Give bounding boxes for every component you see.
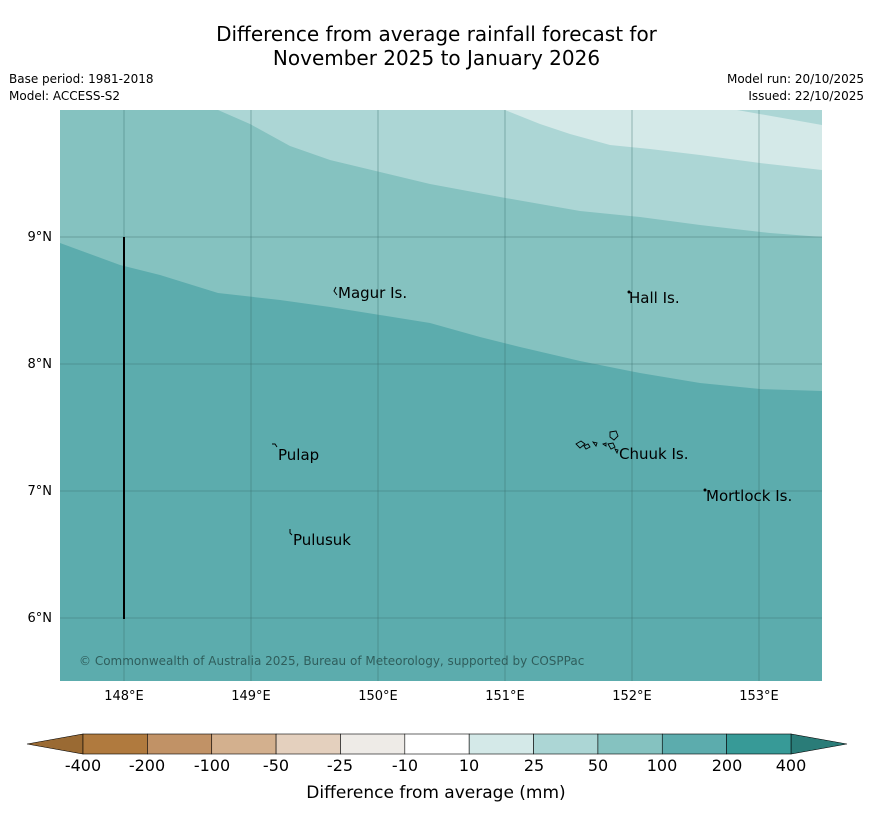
lon-label-151e: 151°E xyxy=(485,689,525,704)
colorbar-segment-8 xyxy=(597,733,663,755)
rainfall-band-10-25 xyxy=(505,110,822,170)
place-pulusuk: Pulusuk xyxy=(293,531,351,549)
lat-axis-labels: 9°N 8°N 7°N 6°N xyxy=(28,230,53,626)
model-name: Model: ACCESS-S2 xyxy=(9,89,121,103)
lon-label-152e: 152°E xyxy=(612,689,652,704)
issued-date: Issued: 22/10/2025 xyxy=(748,89,864,103)
hall-island-shape xyxy=(627,290,631,294)
place-pulap: Pulap xyxy=(278,446,319,464)
cb-label-m400: -400 xyxy=(65,756,101,775)
colorbar-segments xyxy=(82,733,792,755)
colorbar-low-extend xyxy=(26,733,84,755)
place-magur: Magur Is. xyxy=(338,284,407,302)
map-area[interactable]: Magur Is. Hall Is. Pulap Chuuk Is. Mortl… xyxy=(60,110,822,681)
magur-island-shape xyxy=(333,286,338,296)
lat-label-9n: 9°N xyxy=(28,230,53,245)
lon-label-153e: 153°E xyxy=(739,689,779,704)
lat-label-6n: 6°N xyxy=(28,611,53,626)
colorbar-labels: -400 -200 -100 -50 -25 -10 10 25 50 100 … xyxy=(65,756,806,775)
colorbar-segment-9 xyxy=(661,733,727,755)
cb-label-25: 25 xyxy=(524,756,544,775)
colorbar-high-extend xyxy=(790,733,848,755)
colorbar-segment-6 xyxy=(468,733,534,755)
lon-label-148e: 148°E xyxy=(104,689,144,704)
lat-label-7n: 7°N xyxy=(28,484,53,499)
cb-label-50: 50 xyxy=(588,756,608,775)
model-run: Model run: 20/10/2025 xyxy=(726,72,864,86)
colorbar-segment-2 xyxy=(211,733,277,755)
lat-label-8n: 8°N xyxy=(28,357,53,372)
mortlock-island-shape xyxy=(703,488,707,492)
place-hall: Hall Is. xyxy=(629,289,680,307)
island-shapes xyxy=(272,286,707,536)
cb-label-10: 10 xyxy=(459,756,479,775)
cb-label-m50: -50 xyxy=(263,756,289,775)
pulap-island-shape xyxy=(272,443,278,448)
cb-label-m25: -25 xyxy=(327,756,353,775)
meta-right: Model run: 20/10/2025 Issued: 22/10/2025 xyxy=(727,71,864,105)
colorbar-segment-0 xyxy=(82,733,148,755)
place-labels: Magur Is. Hall Is. Pulap Chuuk Is. Mortl… xyxy=(278,284,792,549)
meta-left: Base period: 1981-2018 Model: ACCESS-S2 xyxy=(9,71,154,105)
cb-label-m10: -10 xyxy=(392,756,418,775)
colorbar-segment-10 xyxy=(726,733,792,755)
colorbar-segment-1 xyxy=(147,733,213,755)
colorbar-title: Difference from average (mm) xyxy=(306,783,565,803)
colorbar-segment-3 xyxy=(275,733,341,755)
colorbar-segment-4 xyxy=(340,733,406,755)
cb-label-100: 100 xyxy=(647,756,678,775)
base-period: Base period: 1981-2018 xyxy=(9,72,154,86)
colorbar: -400 -200 -100 -50 -25 -10 10 25 50 100 … xyxy=(26,733,848,803)
copyright-text: © Commonwealth of Australia 2025, Bureau… xyxy=(79,654,584,668)
cb-label-m100: -100 xyxy=(194,756,230,775)
place-mortlock: Mortlock Is. xyxy=(706,487,792,505)
map-title-line1: Difference from average rainfall forecas… xyxy=(216,22,657,46)
place-chuuk: Chuuk Is. xyxy=(619,445,688,463)
colorbar-segment-7 xyxy=(533,733,599,755)
colorbar-segment-5 xyxy=(404,733,470,755)
cb-label-200: 200 xyxy=(712,756,743,775)
lon-label-149e: 149°E xyxy=(231,689,271,704)
cb-label-m200: -200 xyxy=(129,756,165,775)
pulusuk-island-shape xyxy=(289,529,293,536)
map-title: Difference from average rainfall forecas… xyxy=(0,22,873,70)
lon-label-150e: 150°E xyxy=(358,689,398,704)
chuuk-island-shape xyxy=(575,430,619,455)
map-title-line2: November 2025 to January 2026 xyxy=(272,46,601,70)
lon-axis-labels: 148°E 149°E 150°E 151°E 152°E 153°E xyxy=(104,689,779,704)
cb-label-400: 400 xyxy=(776,756,807,775)
